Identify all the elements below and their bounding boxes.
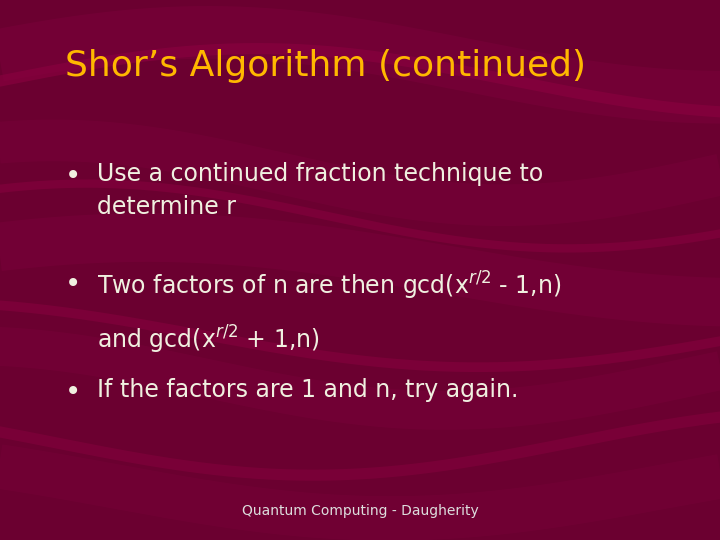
Text: and gcd(x$^{r/2}$ + 1,n): and gcd(x$^{r/2}$ + 1,n) — [97, 324, 320, 356]
Text: If the factors are 1 and n, try again.: If the factors are 1 and n, try again. — [97, 378, 518, 402]
Text: Quantum Computing - Daugherity: Quantum Computing - Daugherity — [242, 504, 478, 518]
Text: Shor’s Algorithm (continued): Shor’s Algorithm (continued) — [65, 49, 586, 83]
Text: Two factors of n are then gcd(x$^{r/2}$ - 1,n): Two factors of n are then gcd(x$^{r/2}$ … — [97, 270, 562, 302]
Text: •: • — [65, 162, 81, 190]
Text: •: • — [65, 378, 81, 406]
Text: •: • — [65, 270, 81, 298]
Text: Use a continued fraction technique to
determine r: Use a continued fraction technique to de… — [97, 162, 544, 219]
